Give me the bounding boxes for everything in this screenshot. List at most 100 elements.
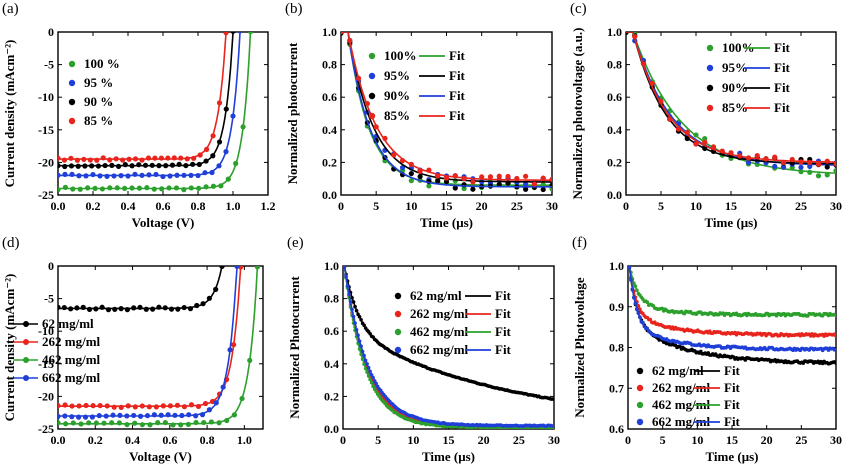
x-tick-label: 10 — [405, 199, 417, 213]
data-point — [160, 403, 166, 409]
x-tick-label: 0.4 — [121, 199, 136, 213]
y-tick-label: -15 — [38, 123, 54, 137]
legend-fit-label: Fit — [495, 288, 512, 303]
x-axis-label: Voltage (V) — [132, 215, 195, 230]
data-point — [230, 32, 236, 34]
series-line — [58, 266, 223, 310]
data-point — [496, 181, 502, 188]
data-point — [417, 173, 423, 180]
legend-marker — [23, 357, 29, 363]
data-point — [93, 420, 99, 426]
data-point — [168, 306, 175, 312]
series-0 — [58, 266, 225, 313]
y-tick-label: -10 — [38, 90, 54, 104]
data-point — [754, 153, 760, 159]
legend-label: 95% — [384, 68, 410, 83]
data-point — [479, 174, 485, 180]
data-point — [129, 163, 135, 169]
data-point — [85, 185, 91, 191]
data-point — [120, 157, 126, 163]
data-point — [200, 301, 206, 307]
legend-marker — [23, 321, 29, 327]
data-point — [208, 419, 214, 425]
x-tick-label: 15 — [726, 433, 738, 447]
data-point — [225, 176, 231, 182]
data-point — [113, 156, 119, 162]
x-tick-label: 0.0 — [51, 199, 66, 213]
legend-fit-label: Fit — [724, 414, 741, 429]
y-tick-label: -10 — [38, 324, 54, 338]
legend-marker — [23, 339, 29, 345]
data-point — [80, 304, 86, 310]
data-point — [176, 161, 182, 167]
data-point — [772, 163, 778, 169]
data-point — [156, 304, 162, 310]
data-point — [179, 412, 185, 419]
legend-fit-label: Fit — [495, 324, 512, 339]
data-point — [160, 173, 166, 180]
data-point — [132, 156, 139, 162]
data-point — [230, 113, 236, 119]
series-1 — [58, 32, 243, 180]
data-point — [815, 173, 822, 179]
data-point — [196, 185, 202, 191]
data-point — [58, 155, 61, 161]
data-point — [824, 172, 830, 178]
data-point — [210, 153, 216, 159]
data-point — [136, 185, 143, 191]
x-tick-label: 30 — [546, 199, 558, 213]
x-tick-label: 0 — [338, 199, 344, 213]
data-point — [218, 183, 224, 189]
legend-marker — [68, 79, 76, 87]
data-point — [151, 412, 157, 418]
data-point — [231, 412, 238, 418]
data-point — [125, 403, 131, 409]
plot-area — [623, 26, 836, 179]
y-tick-label: 0.6 — [324, 324, 339, 338]
series-3 — [58, 266, 240, 420]
data-point — [96, 413, 102, 419]
y-tick-label: 0.7 — [609, 381, 624, 395]
data-point — [163, 163, 169, 169]
data-point — [237, 32, 243, 34]
data-point — [185, 421, 191, 427]
data-point — [111, 173, 117, 179]
data-point — [146, 172, 152, 178]
data-point — [169, 162, 176, 168]
y-tick-label: 0.4 — [322, 123, 337, 137]
data-point — [82, 163, 88, 169]
data-point — [86, 420, 92, 426]
data-point — [193, 419, 199, 426]
data-point — [391, 152, 397, 158]
data-point — [68, 155, 74, 161]
data-point — [146, 404, 152, 410]
data-point — [124, 413, 130, 419]
data-point — [112, 306, 118, 312]
legend-marker — [706, 104, 714, 112]
data-point — [197, 152, 203, 158]
data-point — [171, 155, 177, 161]
plot-area — [341, 32, 552, 193]
legend-fit-label: Fit — [449, 68, 466, 83]
data-point — [408, 178, 414, 184]
data-point — [144, 185, 150, 191]
fit-line — [628, 266, 836, 336]
legend-label: 262 mg/ml — [652, 380, 711, 395]
data-point — [623, 26, 628, 31]
data-point — [83, 173, 89, 179]
legend-marker — [706, 44, 714, 52]
data-point — [470, 179, 476, 185]
data-point — [216, 163, 222, 169]
data-point — [103, 413, 109, 419]
data-point — [188, 172, 194, 178]
legend-fit-label: Fit — [774, 100, 791, 115]
y-tick-label: 0.4 — [324, 357, 339, 371]
data-point — [62, 163, 68, 170]
legend-fit-label: Fit — [724, 363, 741, 378]
data-point — [210, 183, 217, 189]
data-point — [231, 342, 237, 348]
data-point — [58, 187, 61, 193]
data-point — [116, 420, 122, 426]
data-point — [149, 162, 155, 168]
legend-label: 62 mg/ml — [410, 288, 462, 303]
